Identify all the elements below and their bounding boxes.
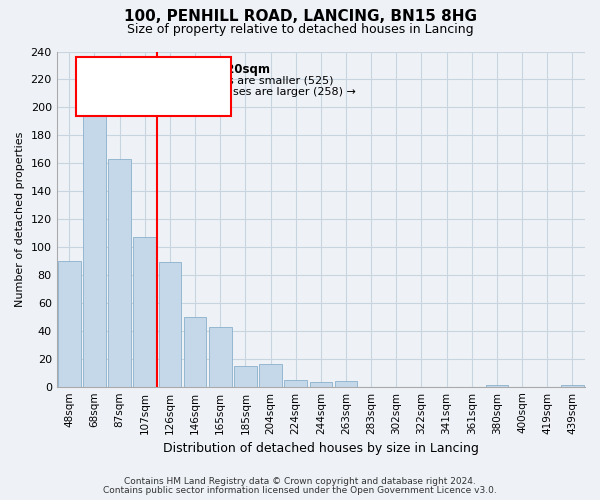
Bar <box>133 237 156 386</box>
Text: Contains public sector information licensed under the Open Government Licence v3: Contains public sector information licen… <box>103 486 497 495</box>
Text: 33% of semi-detached houses are larger (258) →: 33% of semi-detached houses are larger (… <box>83 87 356 97</box>
Bar <box>310 382 332 386</box>
Text: 100, PENHILL ROAD, LANCING, BN15 8HG: 100, PENHILL ROAD, LANCING, BN15 8HG <box>124 9 476 24</box>
Bar <box>83 108 106 386</box>
Bar <box>209 326 232 386</box>
Bar <box>234 366 257 386</box>
X-axis label: Distribution of detached houses by size in Lancing: Distribution of detached houses by size … <box>163 442 479 455</box>
Bar <box>158 262 181 386</box>
Bar <box>284 380 307 386</box>
Text: Size of property relative to detached houses in Lancing: Size of property relative to detached ho… <box>127 22 473 36</box>
Bar <box>335 381 358 386</box>
Bar <box>108 159 131 386</box>
Y-axis label: Number of detached properties: Number of detached properties <box>15 132 25 307</box>
Text: ← 67% of detached houses are smaller (525): ← 67% of detached houses are smaller (52… <box>83 76 334 86</box>
Bar <box>58 261 80 386</box>
Bar <box>259 364 282 386</box>
Bar <box>184 317 206 386</box>
Text: 100 PENHILL ROAD: 120sqm: 100 PENHILL ROAD: 120sqm <box>83 64 271 76</box>
Text: Contains HM Land Registry data © Crown copyright and database right 2024.: Contains HM Land Registry data © Crown c… <box>124 477 476 486</box>
